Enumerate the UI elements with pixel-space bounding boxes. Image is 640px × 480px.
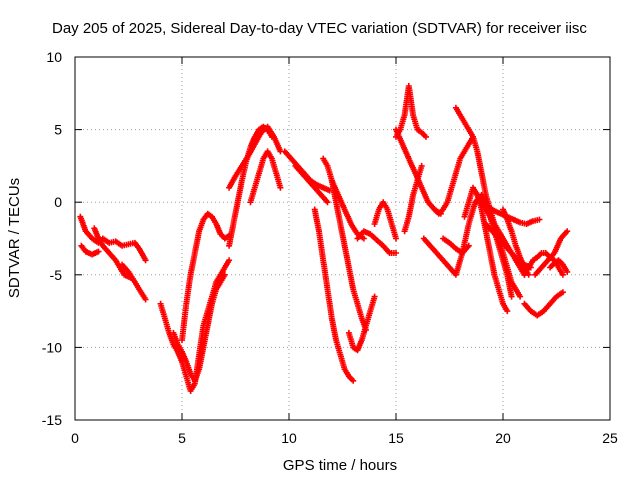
data-point [418, 162, 425, 169]
series-arc-4 [119, 261, 149, 303]
series-arc-10 [247, 148, 284, 206]
x-tick-label: 5 [178, 430, 186, 446]
data-point [465, 242, 472, 249]
series-arc-13 [311, 206, 357, 384]
data-point [393, 235, 399, 242]
y-tick-label: 10 [46, 49, 62, 65]
y-axis-label: SDTVAR / TECUs [6, 178, 23, 298]
series-arc-9 [226, 123, 284, 191]
chart-title: Day 205 of 2025, Sidereal Day-to-day VTE… [52, 20, 587, 37]
y-tick-label: -5 [50, 267, 63, 283]
series-arc-16 [345, 293, 378, 354]
series-arc-21 [401, 162, 425, 235]
data-point [142, 296, 149, 303]
data-point [350, 377, 357, 384]
x-axis-label: GPS time / hours [283, 457, 397, 474]
data-point [95, 248, 102, 255]
series-arc-6 [170, 271, 228, 384]
data-point [559, 271, 566, 278]
data-point [423, 133, 429, 140]
y-tick-label: -15 [42, 412, 62, 428]
data-point [564, 228, 571, 235]
plot-frame [74, 56, 611, 421]
data-point [142, 257, 149, 264]
y-tick-label: 5 [54, 122, 62, 138]
data-point [221, 271, 228, 278]
data-point [517, 293, 524, 300]
series-arc-2 [78, 242, 102, 258]
series-arc-33 [521, 289, 566, 319]
x-tick-label: 10 [281, 430, 297, 446]
series-arc-8 [226, 123, 275, 249]
data-point [393, 250, 399, 256]
series-arc-34 [547, 257, 571, 275]
series-arc-24 [440, 235, 472, 256]
x-tick-label: 20 [495, 430, 511, 446]
x-tick-label: 15 [388, 430, 404, 446]
x-tick-label: 0 [71, 430, 79, 446]
series-arc-18 [371, 199, 399, 242]
data-point [508, 293, 515, 300]
data-point [536, 216, 543, 223]
data-point [504, 308, 511, 315]
data-point [559, 289, 566, 296]
data-point [324, 199, 331, 206]
data-point [226, 257, 233, 264]
plot-data-points [77, 83, 571, 394]
data-point [564, 268, 571, 275]
series-arc-11 [281, 148, 333, 194]
series-arc-32 [532, 228, 571, 278]
data-point [277, 184, 284, 191]
series-arc-29 [478, 199, 543, 227]
x-tick-label: 25 [602, 430, 618, 446]
data-point [371, 293, 378, 300]
data-point [360, 235, 367, 242]
series-arc-17 [354, 228, 399, 256]
grid-lines [75, 57, 610, 420]
y-tick-label: 0 [54, 194, 62, 210]
series-arc-19 [393, 83, 429, 140]
series-arc-12 [292, 162, 331, 206]
y-axis-tick-labels: -15 -10 -5 0 5 10 [42, 49, 62, 428]
y-tick-label: -10 [42, 339, 62, 355]
x-axis-tick-labels: 0 5 10 15 20 25 [71, 430, 618, 446]
